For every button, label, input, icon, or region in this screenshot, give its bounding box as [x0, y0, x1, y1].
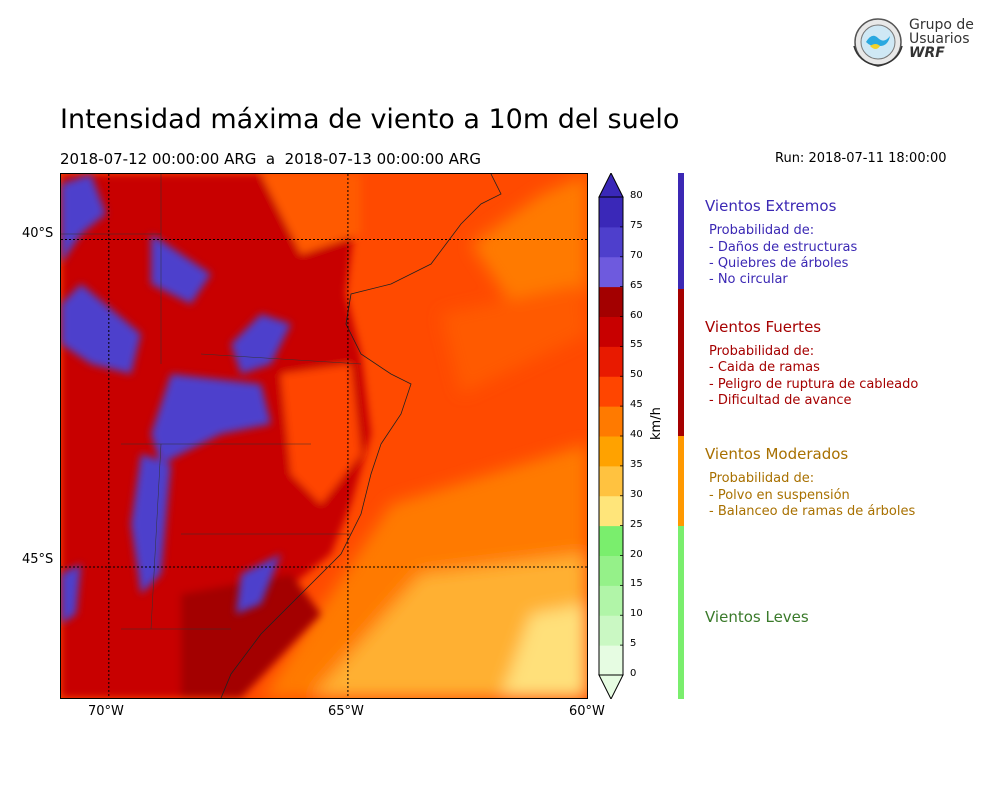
- colorbar-tick-label: 35: [630, 458, 643, 470]
- category-line: - Daños de estructuras: [709, 240, 858, 255]
- colorbar-extend-min: [598, 674, 624, 701]
- colorbar-tick-label: 70: [630, 249, 643, 261]
- colorbar-segment: [599, 226, 623, 258]
- colorbar-tick-label: 15: [630, 578, 643, 590]
- colorbar-segment: [599, 197, 623, 228]
- lon-label-70w: 70°W: [88, 704, 124, 719]
- colorbar-tick-label: 75: [630, 219, 643, 231]
- lat-label-45s: 45°S: [22, 552, 54, 567]
- colorbar-segment: [599, 376, 623, 407]
- colorbar-tick-label: 65: [630, 279, 643, 291]
- colorbar-tick-label: 80: [630, 190, 643, 201]
- colorbar-tick-label: 40: [630, 429, 643, 440]
- colorbar-tick-label: 5: [630, 638, 637, 650]
- colorbar-segment: [599, 256, 623, 288]
- lat-label-40s: 40°S: [22, 226, 54, 241]
- colorbar-segment: [599, 615, 623, 646]
- category-line: - Quiebres de árboles: [709, 256, 849, 271]
- colorbar-segment: [599, 316, 623, 347]
- colorbar-segment: [599, 346, 623, 377]
- category-line: Probabilidad de:: [709, 344, 815, 359]
- logo-line1: Grupo de: [909, 17, 974, 33]
- colorbar-segment: [599, 436, 623, 467]
- colorbar-segment: [599, 495, 623, 527]
- colorbar-segment: [599, 406, 623, 437]
- category-title-moderados: Vientos Moderados: [705, 445, 849, 463]
- category-line: - Dificultad de avance: [709, 393, 852, 408]
- colorbar-segment: [599, 645, 623, 676]
- category-bar-fuertes: [678, 289, 684, 436]
- category-line: Probabilidad de:: [709, 223, 815, 238]
- colorbar-tick-label: 60: [630, 309, 643, 321]
- colorbar-segment: [599, 286, 623, 317]
- colorbar-tick-label: 25: [630, 518, 643, 530]
- category-title-leves: Vientos Leves: [705, 608, 809, 626]
- category-line: - Peligro de ruptura de cableado: [709, 377, 919, 392]
- wind-map-svg: [61, 174, 587, 698]
- ocean-south-shading: [261, 174, 587, 698]
- colorbar-units: km/h: [649, 407, 664, 440]
- category-line: - Balanceo de ramas de árboles: [709, 504, 916, 519]
- map-title: Intensidad máxima de viento a 10m del su…: [60, 104, 680, 135]
- category-bar-moderados: [678, 436, 684, 526]
- category-line: - No circular: [709, 272, 788, 287]
- colorbar-tick-label: 20: [630, 548, 643, 560]
- extreme-wind-zones: [61, 174, 291, 624]
- colorbar-segment: [599, 465, 623, 497]
- colorbar-segment: [599, 585, 623, 616]
- category-bar-extremos: [678, 173, 684, 289]
- logo-line3: WRF: [909, 45, 945, 61]
- colorbar-tick-label: 30: [630, 488, 643, 500]
- wrf-logo: [848, 16, 968, 72]
- province-borders: [61, 174, 362, 630]
- category-title-extremos: Vientos Extremos: [705, 197, 837, 215]
- colorbar-tick-label: 55: [630, 339, 643, 351]
- colorbar-tick-label: 0: [630, 668, 637, 679]
- category-bar-leves: [678, 526, 684, 699]
- colorbar-segment: [599, 555, 623, 586]
- category-line: - Caida de ramas: [709, 360, 820, 375]
- lon-label-60w: 60°W: [569, 704, 605, 719]
- colorbar-tick-label: 50: [630, 369, 643, 381]
- lon-label-65w: 65°W: [328, 704, 364, 719]
- category-line: - Polvo en suspensión: [709, 488, 850, 503]
- colorbar-extend-max: [598, 171, 624, 198]
- colorbar-segment: [599, 525, 623, 556]
- category-title-fuertes: Vientos Fuertes: [705, 318, 822, 336]
- coastline: [220, 174, 502, 698]
- category-line: Probabilidad de:: [709, 471, 815, 486]
- colorbar-svg: [598, 171, 624, 701]
- run-info: Run: 2018-07-11 18:00:00: [775, 151, 947, 166]
- logo-line2: Usuarios: [909, 31, 970, 47]
- wind-map: [60, 173, 588, 699]
- colorbar-tick-label: 10: [630, 608, 643, 620]
- globe-logo-icon: [853, 18, 903, 67]
- logo-text: Grupo de Usuarios WRF: [909, 18, 974, 60]
- date-range: 2018-07-12 00:00:00 ARG a 2018-07-13 00:…: [60, 150, 482, 168]
- colorbar-tick-label: 45: [630, 399, 643, 411]
- colorbar: [598, 171, 624, 703]
